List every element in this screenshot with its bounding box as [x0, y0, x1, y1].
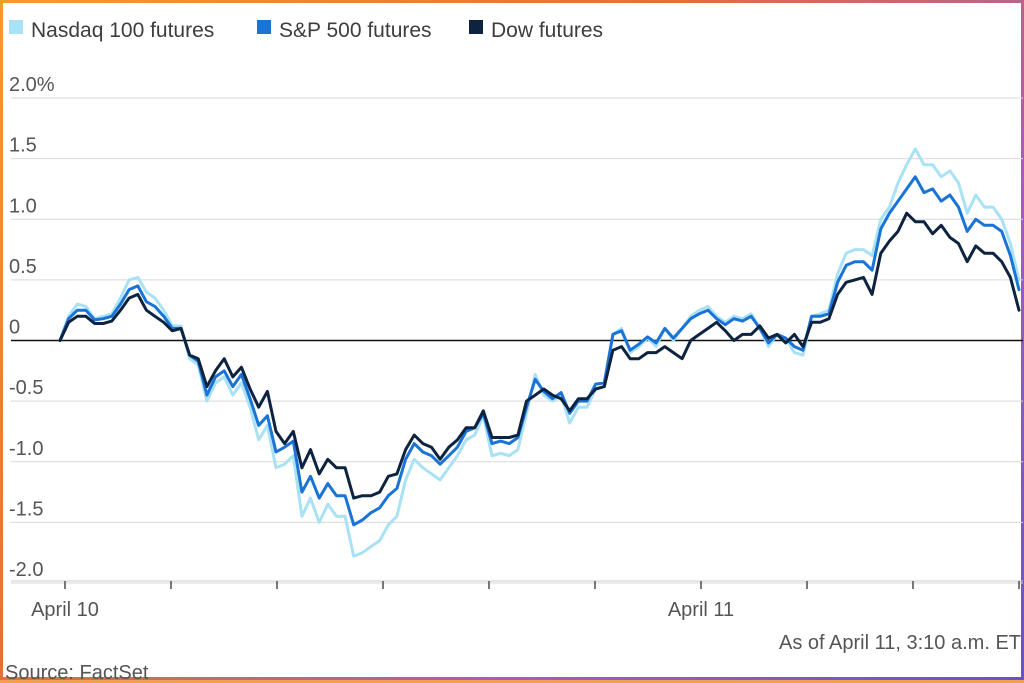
series-line-0	[58, 147, 1021, 558]
series-line-1	[58, 175, 1021, 527]
x-axis: April 10 April 11	[11, 580, 1023, 621]
y-tick-label: -1.5	[9, 498, 43, 520]
x-tick-label: April 10	[31, 599, 99, 621]
legend-label: Nasdaq 100 futures	[31, 19, 214, 42]
source-note: Source: FactSet	[5, 662, 149, 683]
y-tick-label: -1.0	[9, 438, 43, 460]
x-tick-label: April 11	[668, 599, 734, 621]
as-of-note: As of April 11, 3:10 a.m. ET	[779, 632, 1021, 654]
legend: Nasdaq 100 futures S&P 500 futures Dow fut…	[9, 19, 603, 42]
legend-swatch	[9, 20, 23, 34]
series-line-2	[58, 211, 1021, 500]
y-tick-label: 1.5	[9, 135, 37, 157]
y-tick-label: -2.0	[9, 559, 43, 581]
line-chart: 2.0%1.51.00.50-0.5-1.0-1.5-2.0 April 10 A…	[5, 19, 1023, 683]
legend-swatch	[469, 20, 483, 34]
legend-label: Dow futures	[491, 19, 603, 42]
y-tick-label: 0.5	[9, 256, 37, 278]
series-lines	[58, 147, 1021, 558]
y-tick-label: 0	[9, 317, 20, 339]
y-tick-label: -0.5	[9, 377, 43, 399]
y-tick-label: 2.0%	[9, 74, 55, 96]
y-tick-label: 1.0	[9, 195, 37, 217]
legend-swatch	[257, 20, 271, 34]
gridlines	[11, 97, 1023, 584]
y-axis-tick-labels: 2.0% 1.5 1.0 0.5 0 -0.5 -1.0 -1.5 -2.0	[9, 74, 55, 581]
legend-label: S&P 500 futures	[279, 19, 432, 42]
